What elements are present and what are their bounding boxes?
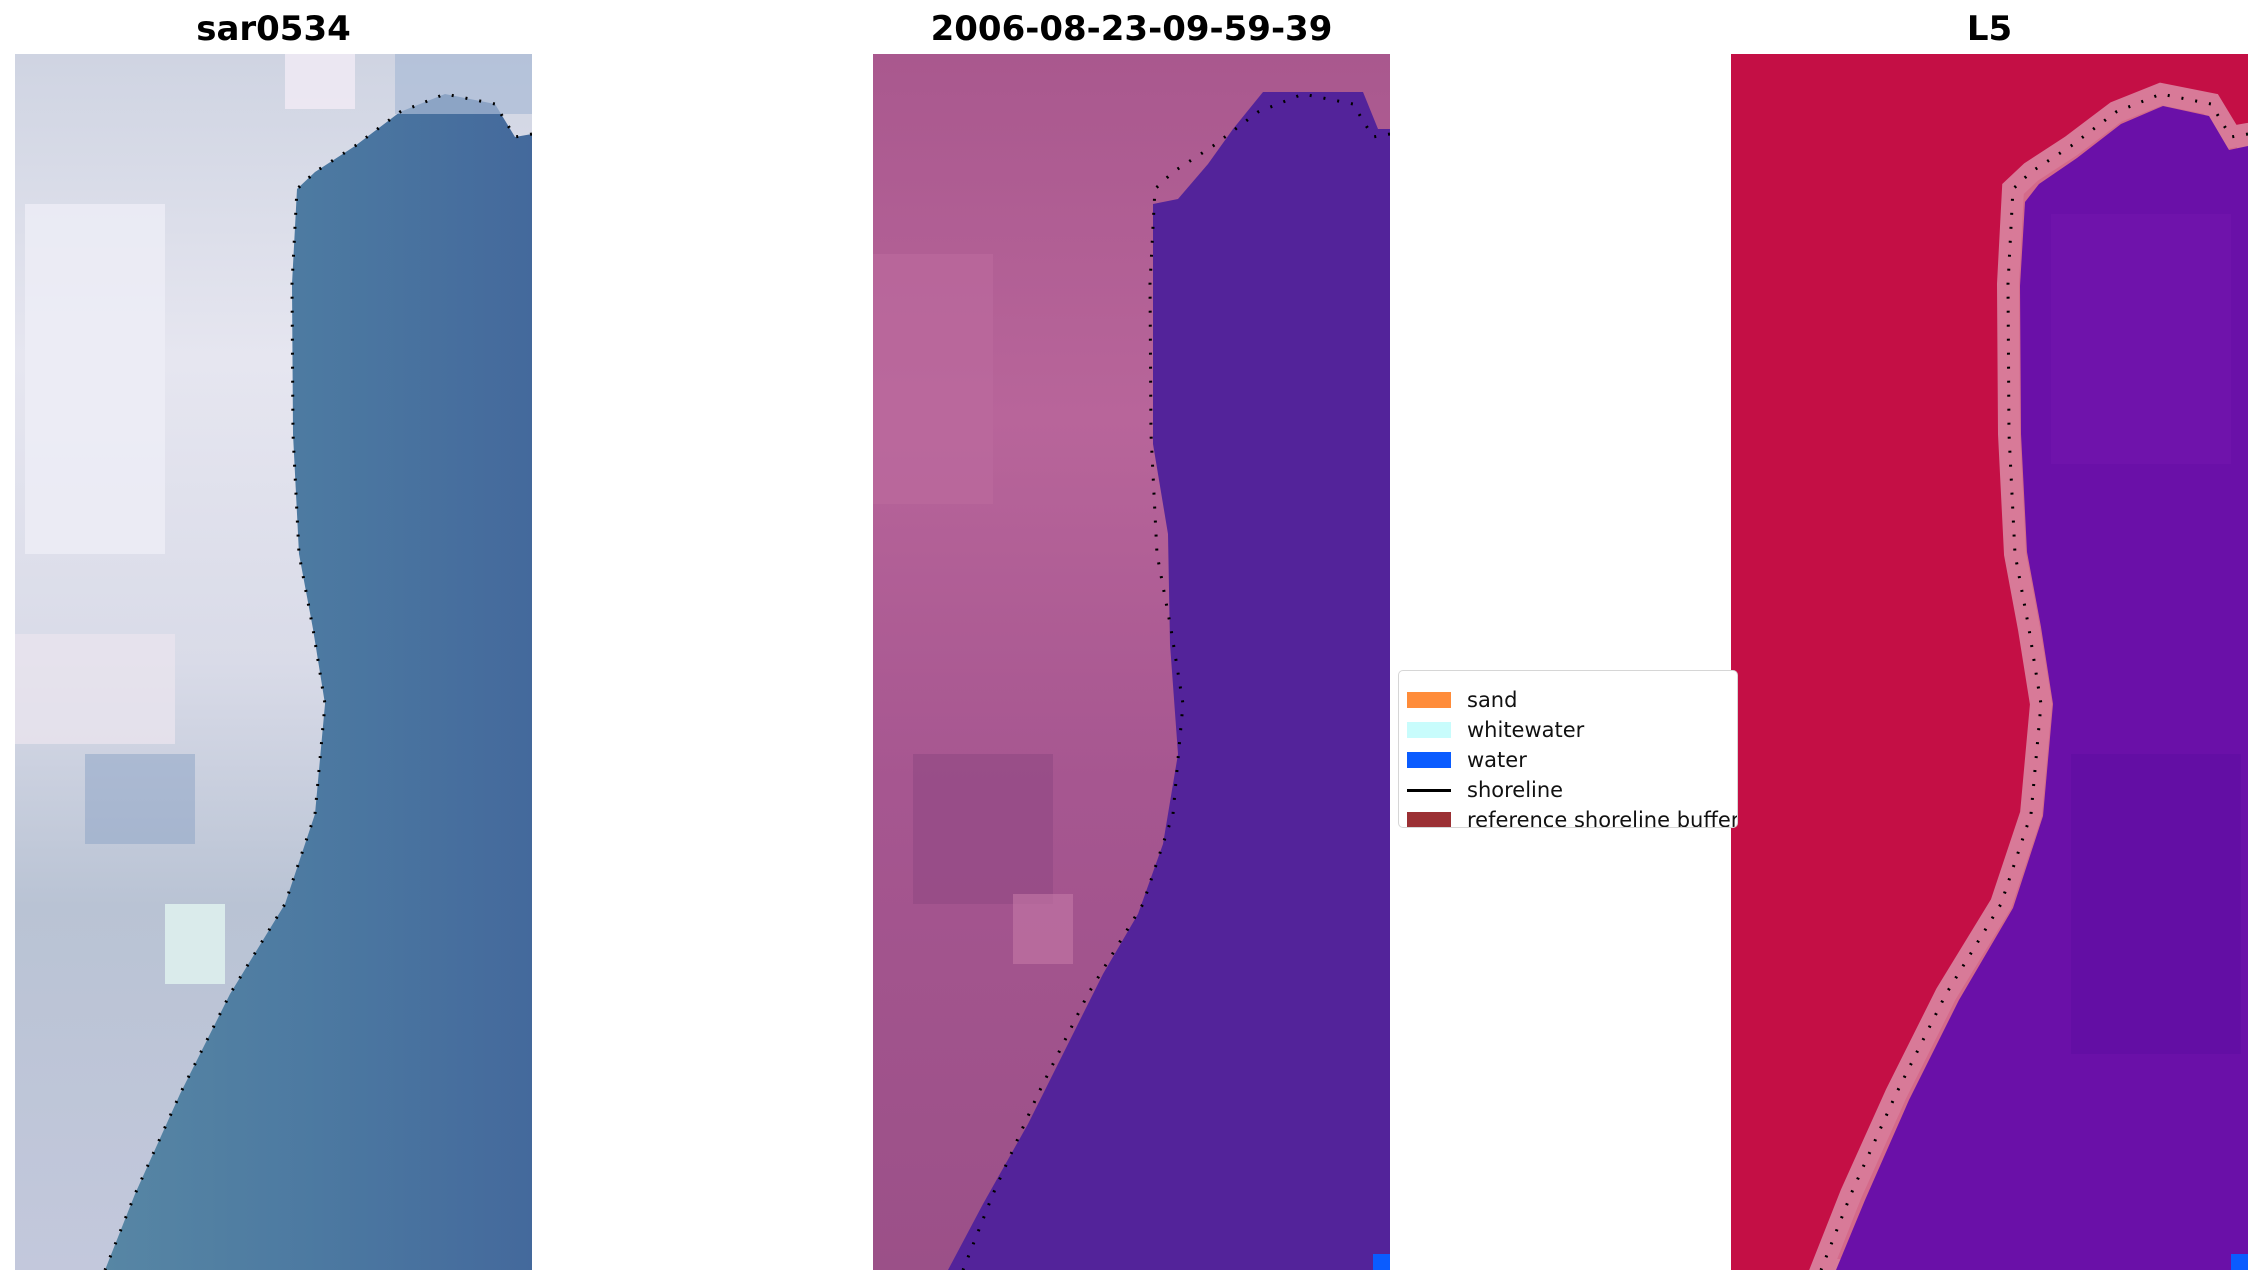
- shoreline-line-swatch: [1407, 788, 1451, 792]
- panel-title-classification: 2006-08-23-09-59-39: [930, 9, 1333, 49]
- water-swatch: [1407, 752, 1451, 768]
- legend-item-whitewater: whitewater: [1407, 715, 1737, 745]
- legend-item-water: water: [1407, 745, 1737, 775]
- whitewater-swatch: [1407, 722, 1451, 738]
- index-panel: [1731, 54, 2248, 1270]
- legend-item-shoreline: shoreline: [1407, 775, 1737, 805]
- legend-item-sand: sand: [1407, 685, 1737, 715]
- legend-label: shoreline: [1467, 778, 1564, 802]
- classification-image: [873, 54, 1390, 1270]
- legend-item-reference-buffer: reference shoreline buffer: [1407, 805, 1738, 828]
- reference-buffer-swatch: [1407, 812, 1451, 827]
- legend-label: whitewater: [1467, 718, 1585, 742]
- rgb-image: [15, 54, 532, 1270]
- classification-panel: [873, 54, 1390, 1270]
- sand-swatch: [1407, 692, 1451, 708]
- legend-label: reference shoreline buffer: [1467, 808, 1738, 828]
- index-image: [1731, 54, 2248, 1270]
- panel-title-rgb: sar0534: [196, 9, 351, 49]
- legend-label: sand: [1467, 688, 1518, 712]
- legend: sand whitewater water shoreline referenc…: [1398, 670, 1738, 828]
- panel-title-index: L5: [1966, 9, 2013, 49]
- rgb-image-panel: [15, 54, 532, 1270]
- legend-label: water: [1467, 748, 1527, 772]
